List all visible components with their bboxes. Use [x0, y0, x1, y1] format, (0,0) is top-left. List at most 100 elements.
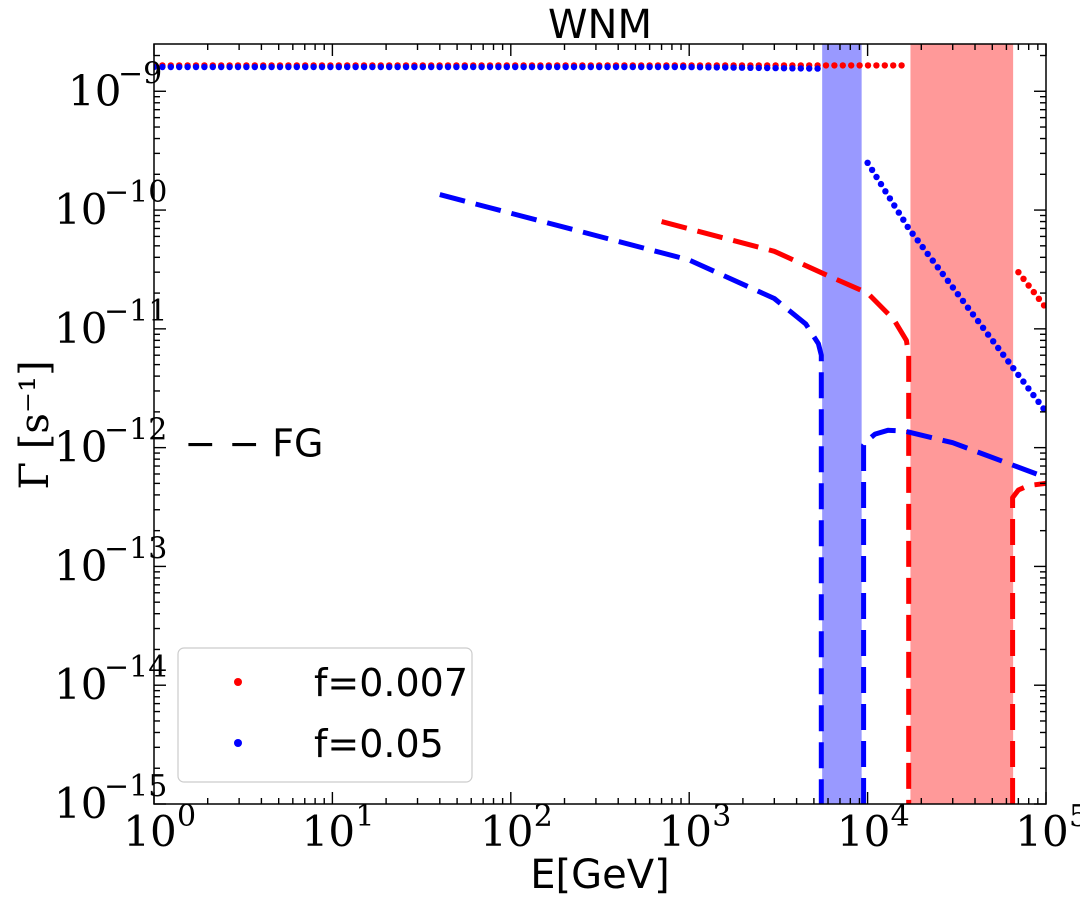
blue-dotted-point-11	[243, 63, 250, 71]
blue-dotted-b-point-25	[984, 331, 992, 338]
blue-dotted-b-point-8	[900, 216, 907, 223]
blue-dotted-b-point-34	[1030, 391, 1037, 399]
y-tick-exp-4: −11	[104, 294, 167, 329]
blue-dotted-b-point-15	[934, 264, 941, 271]
red-dotted-point-85	[864, 62, 872, 69]
blue-dotted-point-35	[444, 63, 452, 71]
y-tick-label-5: 10	[54, 185, 107, 234]
red-dotted-point-89	[898, 62, 905, 69]
blue-dotted-point-26	[369, 63, 376, 71]
blue-dotted-point-77	[797, 65, 804, 72]
blue-dotted-point-25	[360, 63, 368, 71]
red-dotted-b-point-3	[1030, 288, 1038, 296]
blue-dotted-point-16	[285, 63, 292, 71]
blue-dotted-b-point-16	[939, 270, 946, 278]
x-tick-label-4: 10	[837, 807, 890, 856]
y-tick-exp-0: −15	[104, 769, 167, 804]
blue-dotted-point-20	[318, 63, 326, 71]
y-tick-exp-6: −9	[118, 56, 162, 91]
legend-marker-red	[234, 678, 242, 686]
red-dotted-point-88	[890, 62, 897, 69]
legend: f=0.007 f=0.05	[177, 647, 473, 783]
blue-dotted-point-36	[453, 63, 460, 71]
blue-dotted-point-32	[419, 63, 426, 71]
legend-label-blue: f=0.05	[314, 722, 444, 766]
blue-dotted-b-point-14	[929, 257, 936, 264]
blue-dotted-point-40	[486, 63, 494, 71]
blue-dotted-b-point-10	[909, 230, 916, 237]
blue-dotted-point-37	[461, 63, 468, 71]
blue-dotted-b-point-9	[904, 223, 911, 231]
blue-dotted-point-46	[537, 63, 544, 71]
blue-dotted-point-4	[184, 63, 191, 71]
blue-dashed-line	[439, 192, 824, 804]
x-tick-label-1: 10	[302, 807, 355, 856]
blue-dotted-point-29	[394, 63, 401, 71]
red-dotted-point-86	[873, 62, 880, 69]
blue-dotted-b-point-27	[995, 344, 1002, 352]
x-axis-label: E[GeV]	[530, 852, 669, 898]
blue-dotted-point-50	[570, 63, 578, 71]
x-tick-exp-4: 4	[891, 799, 910, 834]
blue-dotted-point-54	[604, 63, 611, 71]
red-band	[910, 43, 1014, 805]
blue-dotted-point-27	[377, 63, 384, 71]
blue-dotted-point-9	[226, 63, 233, 71]
ticks-layer	[153, 44, 1047, 805]
blue-dotted-b-point-24	[979, 324, 987, 331]
blue-dotted-point-3	[176, 63, 183, 71]
blue-dotted-b-point-13	[924, 250, 931, 258]
blue-dotted-point-34	[436, 63, 443, 71]
blue-dotted-point-58	[638, 63, 645, 71]
blue-dotted-point-2	[167, 63, 174, 71]
blue-dotted-point-7	[209, 63, 216, 71]
blue-dotted-point-41	[495, 63, 502, 71]
blue-dotted-point-14	[268, 63, 275, 71]
blue-dotted-b-point-33	[1025, 385, 1032, 392]
red-dotted-b-point-4	[1035, 295, 1043, 302]
blue-dotted-b-point-20	[959, 297, 967, 305]
blue-dotted-b-point-32	[1020, 378, 1027, 385]
blue-dotted-b-point-28	[1000, 351, 1007, 358]
blue-dotted-b-point-26	[990, 338, 997, 345]
red-dotted-point-87	[881, 62, 888, 69]
x-tick-label-2: 10	[480, 807, 533, 856]
y-tick-label-4: 10	[54, 304, 107, 353]
blue-dotted-b-point-6	[891, 202, 898, 209]
blue-dotted-point-75	[780, 65, 788, 72]
blue-dotted-point-49	[562, 63, 569, 71]
blue-dotted-b-point-21	[964, 304, 972, 311]
y-axis-label: Γ [s⁻¹]	[12, 360, 58, 489]
x-tick-exp-0: 0	[177, 799, 196, 834]
blue-dotted-point-31	[411, 63, 418, 71]
blue-dashed-b-line	[861, 427, 1046, 804]
blue-dotted-b-point-19	[954, 291, 962, 298]
red-dashed-b-line	[1010, 480, 1046, 804]
blue-dotted-b-point-29	[1005, 358, 1012, 365]
blue-dotted-point-76	[789, 65, 796, 72]
x-tick-exp-3: 3	[712, 799, 731, 834]
series-group	[154, 62, 1046, 804]
blue-dotted-b-point-22	[969, 311, 977, 318]
legend-box	[177, 647, 473, 783]
legend-label-red: f=0.007	[314, 661, 468, 705]
blue-dotted-point-43	[512, 63, 519, 71]
series-layer	[154, 62, 1046, 804]
red-dotted-point-81	[831, 62, 838, 69]
plot-frame	[153, 43, 1047, 805]
y-tick-label-1: 10	[54, 660, 107, 709]
blue-dotted-b-point-31	[1015, 371, 1022, 379]
blue-dotted-b-point-23	[974, 317, 982, 325]
blue-dotted-point-30	[402, 63, 410, 71]
blue-dotted-point-21	[327, 63, 334, 71]
y-tick-exp-2: −13	[104, 531, 167, 566]
blue-dotted-point-42	[503, 63, 510, 71]
blue-dotted-point-69	[730, 64, 737, 71]
blue-dotted-point-57	[629, 63, 636, 71]
red-dotted-point-83	[848, 62, 855, 69]
blue-dotted-point-6	[201, 63, 208, 71]
blue-dotted-b-point-2	[873, 173, 880, 181]
y-tick-label-0: 10	[54, 779, 107, 828]
blue-dotted-point-12	[251, 63, 258, 71]
